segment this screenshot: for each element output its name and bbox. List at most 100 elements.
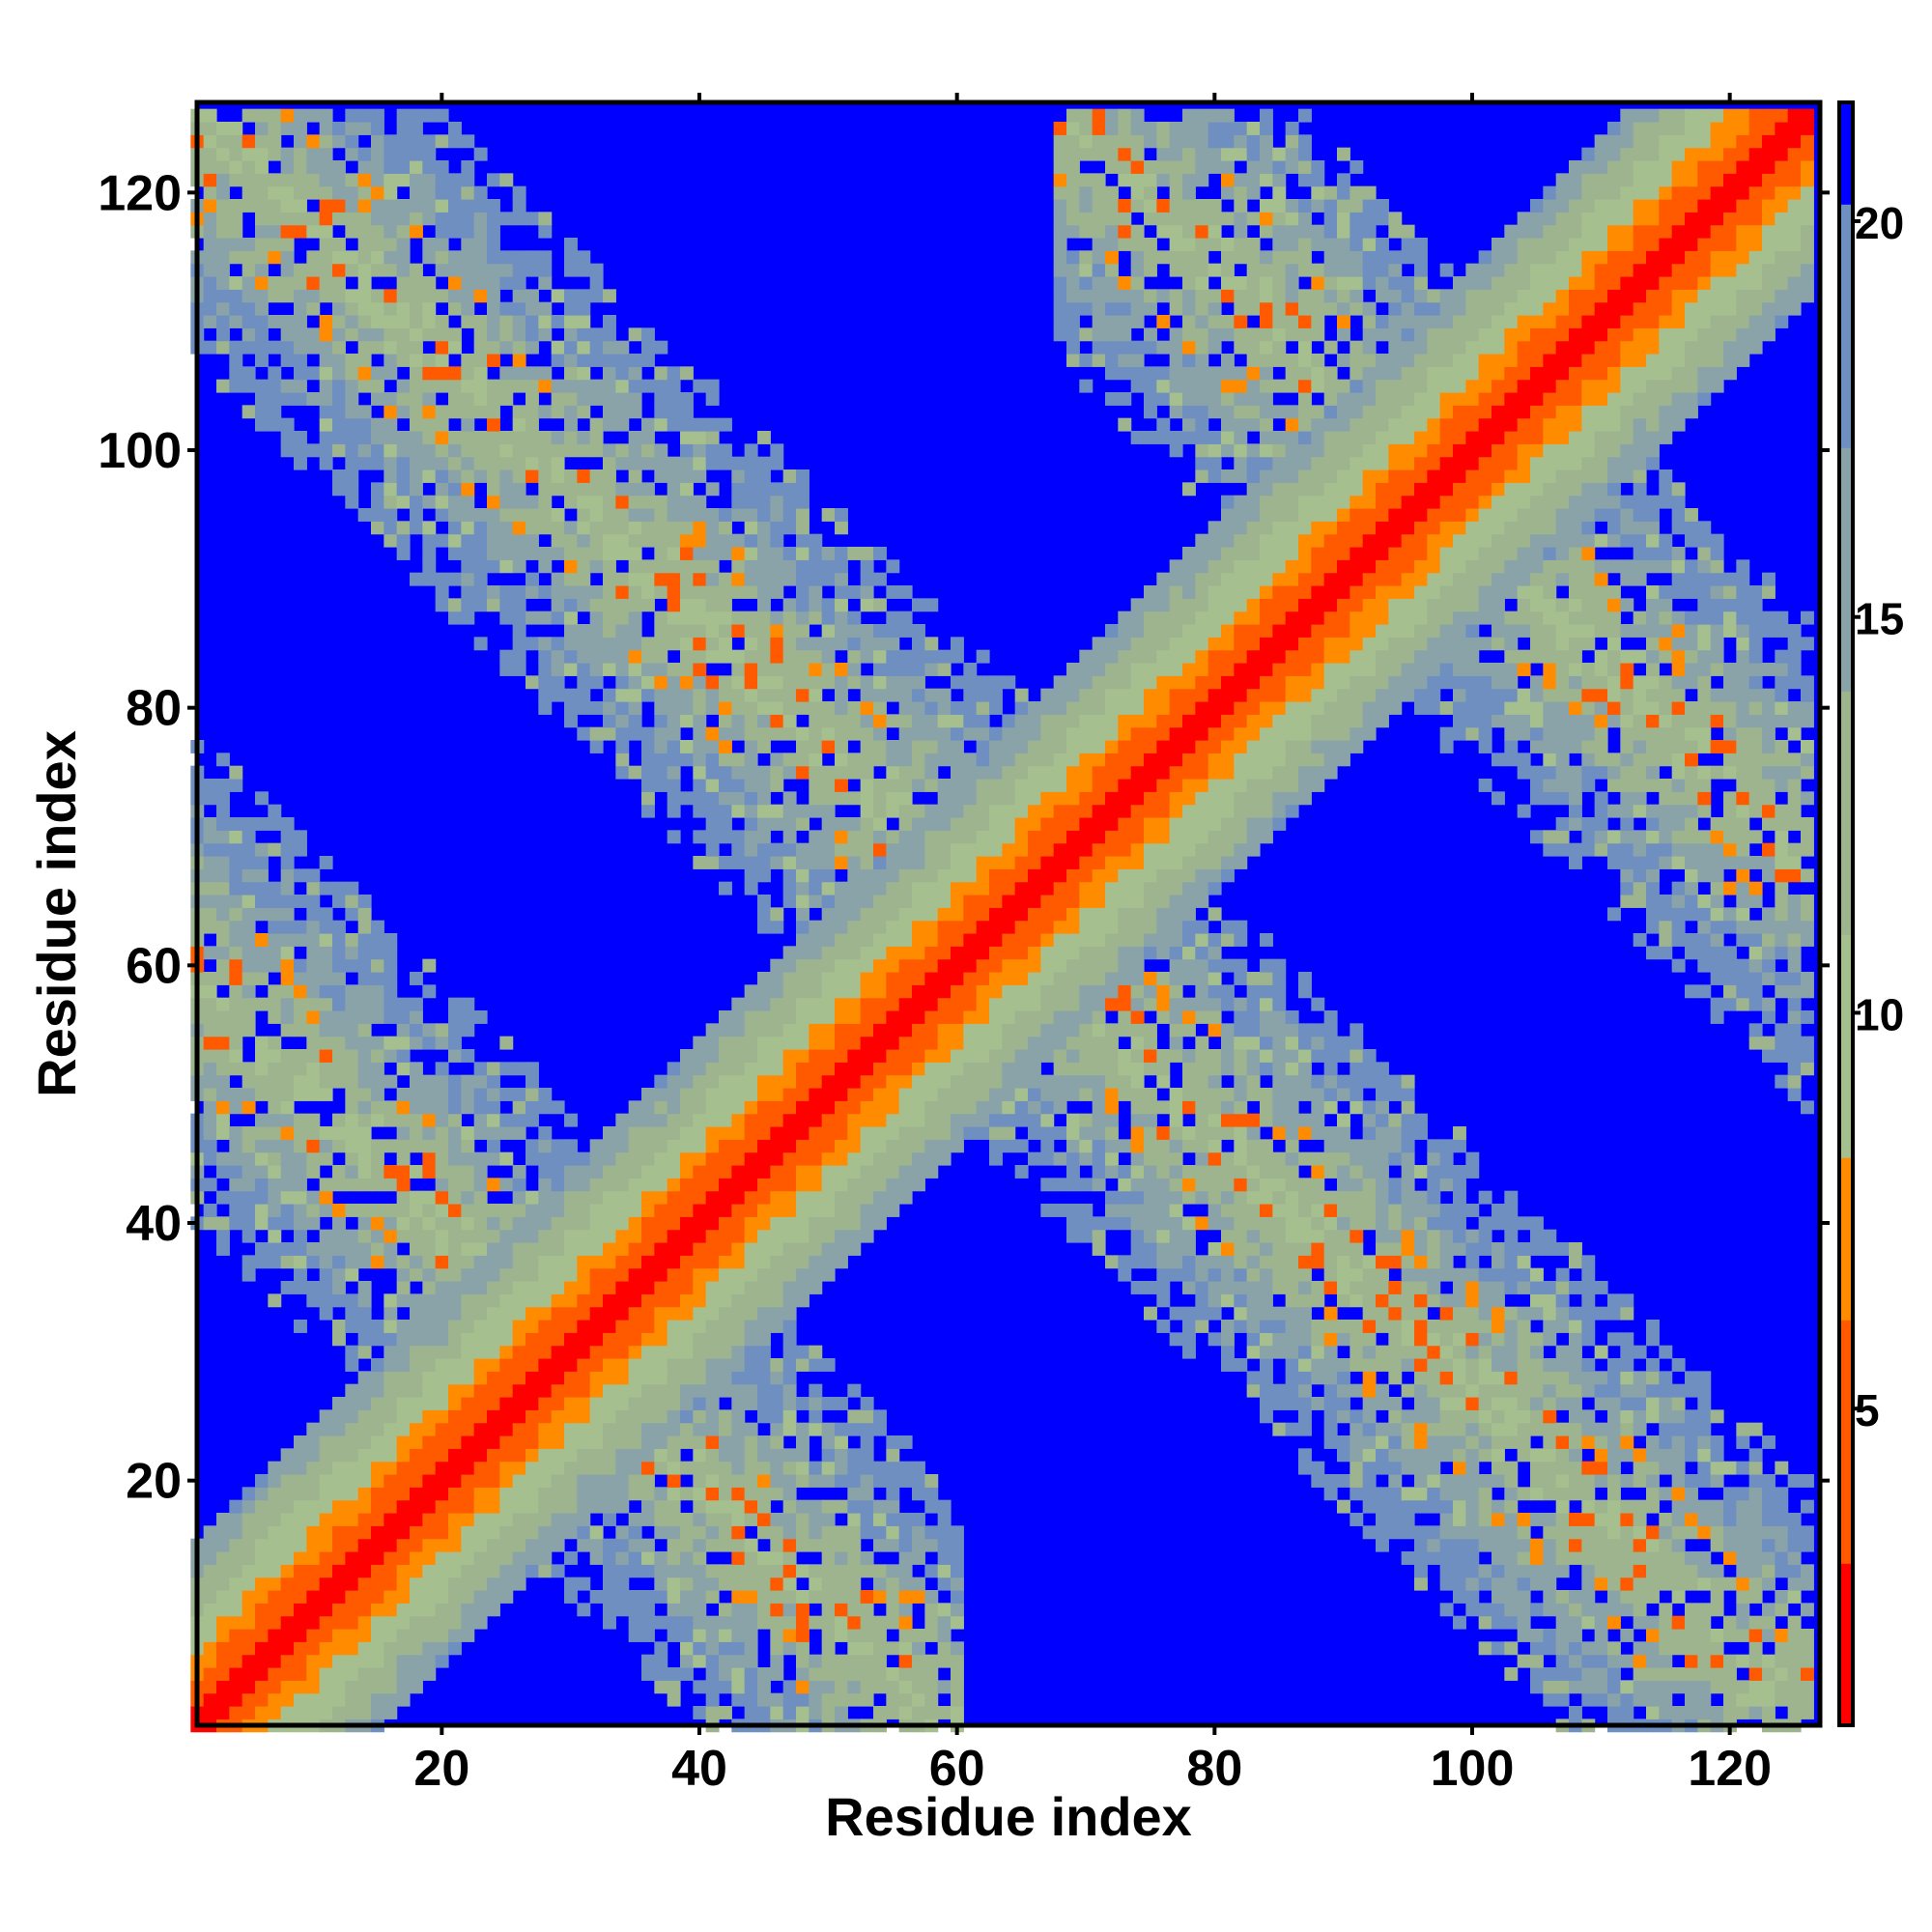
heatmap-cell — [963, 907, 978, 922]
heatmap-cell — [319, 456, 333, 470]
heatmap-cell — [461, 559, 475, 574]
heatmap-cell — [951, 753, 964, 767]
heatmap-cell — [641, 1216, 655, 1231]
heatmap-cell — [255, 1538, 269, 1552]
heatmap-cell — [1066, 1165, 1080, 1179]
heatmap-cell — [809, 933, 823, 947]
heatmap-cell — [1079, 765, 1094, 780]
heatmap-cell — [937, 1564, 952, 1578]
heatmap-cell — [719, 740, 732, 753]
heatmap-cell — [912, 830, 925, 844]
heatmap-cell — [396, 1525, 411, 1540]
heatmap-cell — [951, 740, 964, 753]
heatmap-cell — [937, 1680, 952, 1694]
heatmap-cell — [1002, 842, 1016, 857]
heatmap-cell — [410, 1267, 423, 1282]
heatmap-cell — [268, 1551, 282, 1565]
heatmap-cell — [255, 301, 269, 316]
heatmap-cell — [1105, 1190, 1119, 1205]
heatmap-cell — [603, 1204, 616, 1217]
heatmap-cell — [873, 920, 887, 934]
heatmap-cell — [1028, 972, 1041, 985]
heatmap-cell — [719, 1680, 732, 1694]
heatmap-cell — [384, 147, 398, 161]
heatmap-cell — [680, 521, 694, 535]
heatmap-cell — [448, 1088, 462, 1101]
heatmap-cell — [1053, 701, 1067, 715]
heatmap-cell — [628, 765, 642, 780]
heatmap-cell — [989, 779, 1003, 792]
heatmap-cell — [473, 250, 488, 265]
heatmap-cell — [294, 456, 307, 470]
heatmap-cell — [306, 392, 321, 406]
heatmap-cell — [796, 1178, 810, 1192]
heatmap-cell — [603, 521, 616, 535]
heatmap-cell — [1079, 147, 1094, 161]
heatmap-cell — [1066, 147, 1080, 161]
heatmap-cell — [821, 726, 836, 741]
heatmap-cell — [268, 1049, 282, 1063]
heatmap-cell — [1053, 289, 1067, 303]
heatmap-cell — [268, 1062, 282, 1076]
heatmap-cell — [499, 1383, 514, 1398]
heatmap-cell — [873, 1216, 887, 1231]
heatmap-cell — [306, 1461, 321, 1475]
heatmap-cell — [461, 547, 475, 560]
heatmap-cell — [873, 1049, 887, 1063]
heatmap-cell — [435, 1629, 449, 1642]
heatmap-cell — [744, 1590, 758, 1604]
heatmap-cell — [332, 1590, 346, 1604]
heatmap-cell — [371, 1409, 384, 1424]
heatmap-cell — [255, 1049, 269, 1063]
heatmap-cell — [435, 1229, 449, 1243]
heatmap-cell — [242, 817, 256, 831]
heatmap-cell — [603, 559, 616, 574]
heatmap-cell — [809, 1590, 823, 1604]
heatmap-cell — [951, 895, 964, 908]
heatmap-cell — [448, 1564, 462, 1578]
heatmap-cell — [357, 1435, 372, 1449]
heatmap-cell — [229, 946, 243, 960]
heatmap-cell — [357, 933, 372, 947]
heatmap-cell — [357, 122, 372, 135]
heatmap-cell — [589, 354, 604, 367]
heatmap-cell — [744, 547, 758, 560]
heatmap-cell — [847, 868, 862, 883]
heatmap-cell — [332, 263, 346, 277]
heatmap-cell — [1002, 1062, 1016, 1076]
heatmap-cell — [628, 1345, 642, 1359]
heatmap-cell — [847, 1151, 862, 1166]
heatmap-cell — [410, 276, 423, 290]
heatmap-cell — [577, 1499, 591, 1514]
heatmap-cell — [1002, 726, 1016, 741]
heatmap-cell — [332, 443, 346, 458]
heatmap-cell — [860, 1590, 874, 1604]
heatmap-cell — [782, 1564, 797, 1578]
heatmap-cell — [757, 1100, 771, 1115]
heatmap-cell — [847, 1190, 862, 1205]
heatmap-cell — [693, 1229, 707, 1243]
heatmap-cell — [744, 1242, 758, 1256]
heatmap-cell — [410, 1010, 423, 1024]
heatmap-cell — [615, 1113, 630, 1127]
heatmap-cell — [435, 1165, 449, 1179]
heatmap-cell — [693, 1435, 707, 1449]
heatmap-cell — [255, 933, 269, 947]
heatmap-cell — [860, 1074, 874, 1089]
heatmap-cell — [435, 1332, 449, 1347]
heatmap-cell — [396, 340, 411, 355]
heatmap-cell — [1002, 920, 1016, 934]
heatmap-cell — [255, 315, 269, 328]
heatmap-cell — [577, 547, 591, 560]
heatmap-cell — [255, 199, 269, 213]
heatmap-cell — [589, 1306, 604, 1321]
heatmap-cell — [577, 1409, 591, 1424]
heatmap-cell — [242, 842, 256, 857]
heatmap-cell — [487, 238, 500, 251]
heatmap-cell — [835, 907, 848, 922]
heatmap-cell — [1053, 933, 1067, 947]
heatmap-cell — [319, 199, 333, 213]
heatmap-cell — [473, 431, 488, 444]
heatmap-cell — [782, 1641, 797, 1656]
heatmap-cell — [1028, 714, 1041, 728]
